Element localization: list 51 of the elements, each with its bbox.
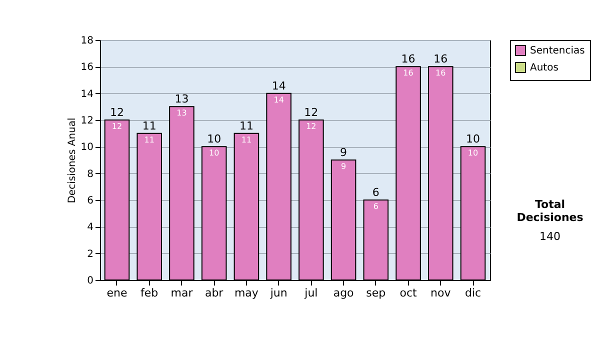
x-tick-label: mar: [170, 286, 194, 300]
y-tick-label: 6: [87, 196, 94, 206]
x-tick-label: dic: [464, 286, 482, 300]
data-label: 14: [274, 95, 284, 104]
data-label: 10: [468, 148, 478, 158]
annotation: 12: [110, 106, 124, 119]
data-label: 11: [144, 135, 154, 144]
data-label: 9: [341, 162, 346, 171]
annotation: 9: [340, 146, 348, 159]
data-label: 16: [403, 68, 414, 78]
data-label: 12: [112, 122, 122, 131]
text: 140: [538, 230, 562, 243]
y-tick-label: 4: [87, 222, 94, 234]
data-label: 13: [176, 108, 187, 118]
data-label: 12: [306, 122, 316, 131]
annotation: 11: [142, 119, 156, 132]
x-tick-label: sep: [366, 286, 386, 300]
y-tick-label: 8: [87, 168, 94, 180]
annotation: 16: [401, 52, 416, 66]
annotation: 11: [239, 119, 254, 132]
y-tick-label: 2: [87, 248, 94, 260]
annotation: 13: [174, 92, 189, 106]
annotation: 14: [272, 79, 286, 92]
x-tick-label: ago: [333, 286, 354, 300]
y-tick-label: 12: [80, 116, 94, 126]
x-tick-label: jul: [304, 286, 318, 300]
data-label: 16: [436, 68, 446, 78]
annotation: 16: [434, 52, 448, 66]
data-label: 11: [241, 135, 252, 144]
y-tick-label: 16: [80, 62, 94, 74]
x-tick-label: nov: [430, 286, 452, 300]
x-tick-label: ene: [106, 286, 128, 300]
y-tick-label: 0: [87, 276, 94, 286]
annotation: 10: [466, 132, 480, 146]
annotation: 6: [372, 186, 380, 199]
y-axis-title: Decisiones Anual: [66, 118, 78, 204]
legend-label: Sentencias: [530, 46, 585, 56]
x-tick-label: feb: [140, 286, 158, 300]
x-tick-label: jun: [269, 286, 288, 300]
y-tick-label: 18: [80, 36, 94, 46]
legend-label: Autos: [530, 62, 558, 74]
x-tick-label: abr: [204, 286, 224, 300]
y-tick-label: 14: [80, 88, 94, 100]
x-tick-label: may: [234, 286, 259, 300]
y-tick-label: 10: [80, 142, 94, 154]
data-label: 6: [373, 202, 378, 211]
annotation: 12: [304, 106, 318, 119]
data-label: 10: [208, 148, 220, 158]
x-tick-label: oct: [400, 286, 418, 300]
annotation: 10: [207, 132, 222, 146]
text: Total Decisiones: [516, 198, 584, 224]
